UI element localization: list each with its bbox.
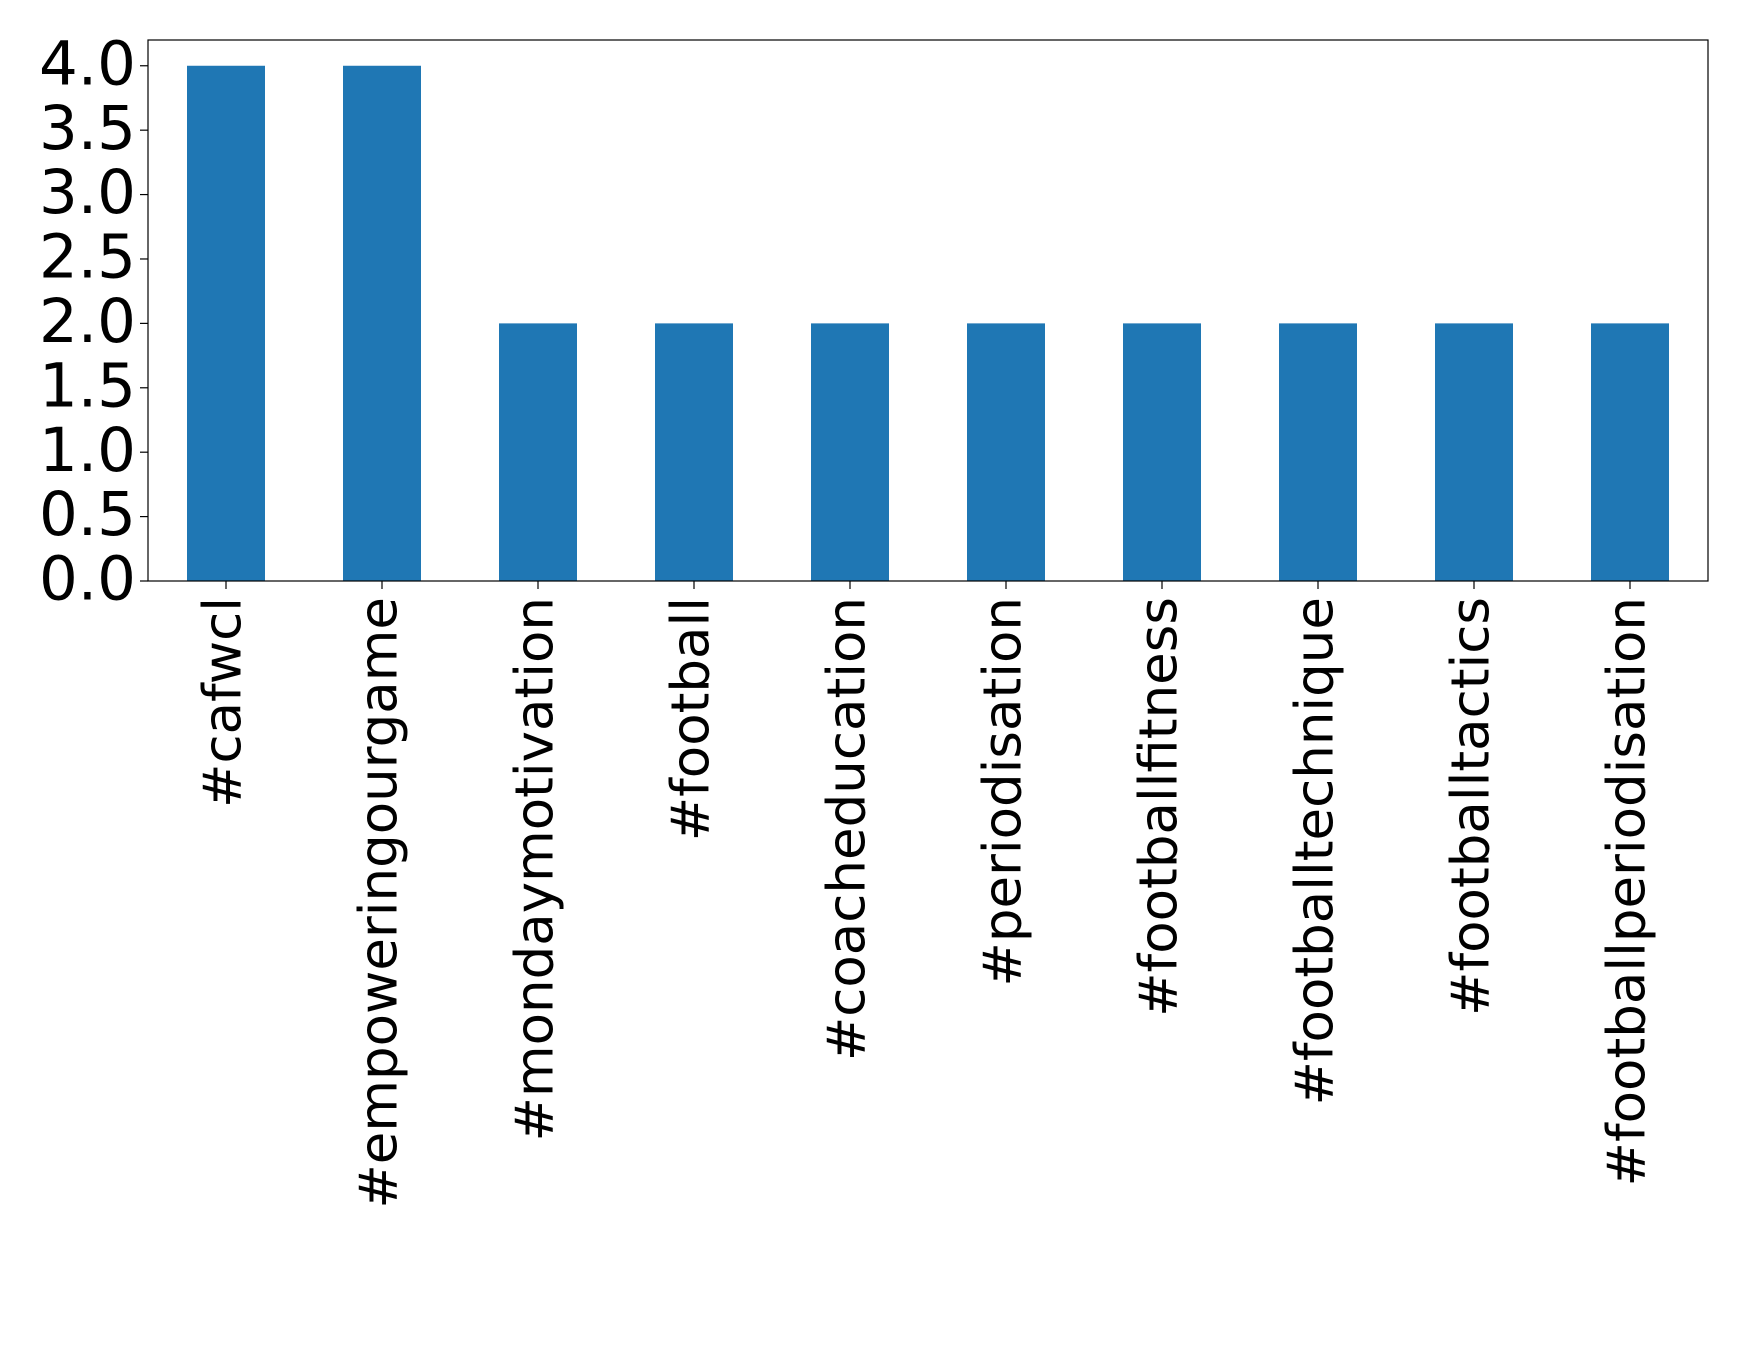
x-tick-label: #cafwcl	[193, 597, 254, 808]
y-tick-label: 1.5	[39, 350, 136, 421]
bar	[1591, 323, 1669, 581]
x-tick-label: #periodisation	[973, 597, 1034, 987]
x-tick-label: #empoweringourgame	[349, 597, 410, 1209]
y-tick-label: 2.0	[39, 286, 136, 357]
bar	[1123, 323, 1201, 581]
bar	[187, 65, 265, 581]
y-tick-label: 2.5	[39, 222, 136, 293]
x-tick-label: #football	[661, 597, 722, 841]
bar	[655, 323, 733, 581]
bar	[967, 323, 1045, 581]
y-tick-label: 0.0	[39, 544, 136, 615]
x-tick-label: #footballperiodisation	[1597, 597, 1658, 1186]
y-tick-label: 3.0	[39, 157, 136, 228]
bar	[811, 323, 889, 581]
x-tick-label: #footballfitness	[1129, 597, 1190, 1017]
plot-frame	[147, 39, 1709, 582]
x-tick-label: #coacheducation	[817, 597, 878, 1061]
x-tick-label: #footballtechnique	[1285, 597, 1346, 1106]
bar	[1279, 323, 1357, 581]
x-tick-label: #footballtactics	[1441, 597, 1502, 1016]
y-tick-label: 0.5	[39, 479, 136, 550]
x-tick-label: #mondaymotivation	[505, 597, 566, 1141]
y-tick-label: 1.0	[39, 415, 136, 486]
y-tick-label: 3.5	[39, 93, 136, 164]
bar	[499, 323, 577, 581]
y-tick-label: 4.0	[39, 28, 136, 99]
bar	[1435, 323, 1513, 581]
bar	[343, 65, 421, 581]
